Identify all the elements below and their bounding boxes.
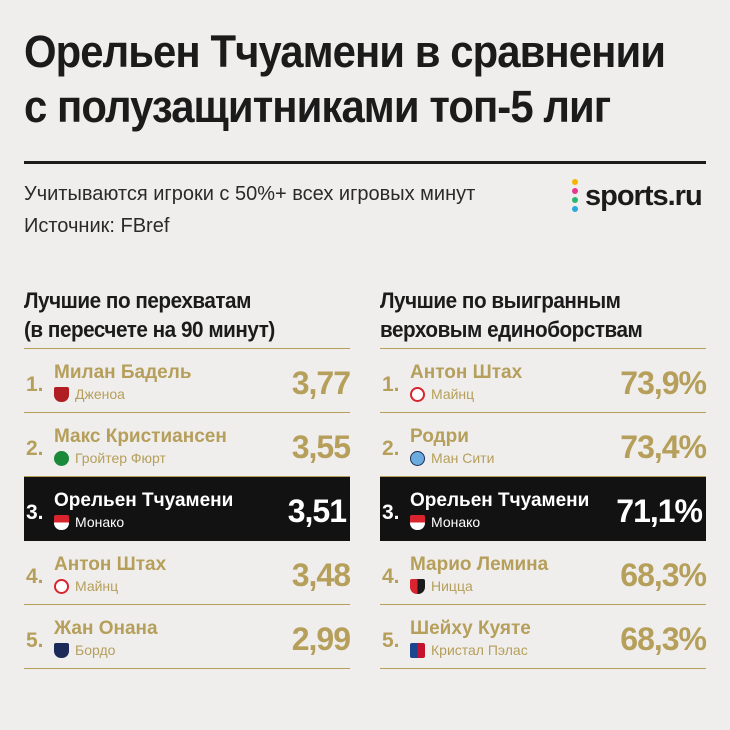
table-row: 1. Милан Бадель Дженоа 3,77 — [24, 349, 351, 413]
rank: 3. — [26, 501, 44, 524]
club: Майнц — [410, 386, 474, 402]
player-name: Орельен Тчуамени — [410, 490, 590, 511]
club: Кристал Пэлас — [410, 642, 528, 658]
club-name: Бордо — [75, 642, 116, 658]
club-name: Монако — [75, 514, 125, 530]
club: Ницца — [410, 578, 473, 594]
subtitle-note: Учитываются игроки с 50%+ всех игровых м… — [24, 183, 476, 205]
player-name: Орельен Тчуамени — [54, 490, 234, 511]
interceptions-title: Лучшие по перехватам (в пересчете на 90 … — [24, 286, 330, 348]
stat-value: 3,48 — [291, 557, 351, 593]
table-row: 4. Марио Лемина Ницца 68,3% — [380, 541, 707, 605]
player-name: Макс Кристиансен — [54, 426, 227, 447]
page-title: Орельен Тчуамени в сравнении с полузащит… — [24, 24, 666, 134]
player-name: Шейху Куяте — [410, 618, 531, 639]
club-name: Дженоа — [75, 386, 125, 402]
rank: 4. — [382, 565, 400, 588]
sports-ru-logo: sports.ru — [572, 178, 703, 214]
rank: 1. — [382, 373, 400, 396]
player-name: Жан Онана — [54, 618, 158, 639]
club: Дженоа — [54, 386, 125, 402]
club-name: Ницца — [431, 578, 473, 594]
stat-value: 3,51 — [287, 493, 347, 529]
monaco-crest-icon — [410, 514, 425, 530]
title-line-2: с полузащитниками топ-5 лиг — [24, 81, 611, 132]
logo-dots-icon — [572, 179, 578, 213]
title-line-1: Орельен Тчуамени в сравнении — [24, 26, 666, 77]
player-name: Антон Штах — [410, 362, 523, 383]
subtitle: Учитываются игроки с 50%+ всех игровых м… — [24, 178, 475, 242]
table-row: 2. Родри Ман Сити 73,4% — [380, 413, 707, 477]
table-row-highlighted: 3. Орельен Тчуамени Монако 3,51 — [24, 477, 350, 541]
man-city-crest-icon — [410, 450, 425, 466]
rank: 2. — [26, 437, 44, 460]
aerial-duels-title-line-1: Лучшие по выигранным — [380, 288, 621, 313]
greuther-furth-clover-icon — [54, 450, 69, 466]
club-name: Майнц — [75, 578, 119, 594]
interceptions-column: Лучшие по перехватам (в пересчете на 90 … — [24, 286, 351, 669]
stat-value: 71,1% — [616, 493, 703, 529]
mainz-crest-icon — [410, 386, 425, 402]
aerial-duels-column: Лучшие по выигранным верховым единоборст… — [380, 286, 707, 669]
monaco-crest-icon — [54, 514, 69, 530]
player-name: Родри — [410, 426, 469, 447]
club-name: Гройтер Фюрт — [75, 450, 166, 466]
interceptions-title-line-1: Лучшие по перехватам — [24, 288, 251, 313]
stat-value: 68,3% — [620, 557, 707, 593]
rank: 1. — [26, 373, 44, 396]
table-row: 5. Шейху Куяте Кристал Пэлас 68,3% — [380, 605, 707, 669]
club: Ман Сити — [410, 450, 494, 466]
bordeaux-crest-icon — [54, 642, 69, 658]
logo-text: sports.ru — [585, 179, 703, 212]
stat-value: 3,77 — [291, 365, 351, 401]
rank: 3. — [382, 501, 400, 524]
column-divider — [380, 348, 706, 349]
table-row: 5. Жан Онана Бордо 2,99 — [24, 605, 351, 669]
club: Гройтер Фюрт — [54, 450, 166, 466]
title-divider — [24, 161, 706, 164]
genoa-crest-icon — [54, 386, 69, 402]
stat-value: 2,99 — [291, 621, 351, 657]
rank: 5. — [26, 629, 44, 652]
stat-value: 73,4% — [620, 429, 707, 465]
stat-value: 73,9% — [620, 365, 707, 401]
table-row-highlighted: 3. Орельен Тчуамени Монако 71,1% — [380, 477, 706, 541]
crystal-palace-crest-icon — [410, 642, 425, 658]
source-note: Источник: FBref — [24, 215, 170, 237]
rank: 2. — [382, 437, 400, 460]
table-row: 2. Макс Кристиансен Гройтер Фюрт 3,55 — [24, 413, 351, 477]
stat-value: 68,3% — [620, 621, 707, 657]
column-divider — [24, 348, 350, 349]
rank: 4. — [26, 565, 44, 588]
mainz-crest-icon — [54, 578, 69, 594]
club: Бордо — [54, 642, 115, 658]
table-row: 4. Антон Штах Майнц 3,48 — [24, 541, 351, 605]
club: Монако — [410, 514, 480, 530]
club-name: Монако — [431, 514, 481, 530]
player-name: Марио Лемина — [410, 554, 549, 575]
club-name: Ман Сити — [431, 450, 495, 466]
club-name: Майнц — [431, 386, 475, 402]
stat-value: 3,55 — [291, 429, 351, 465]
table-row: 1. Антон Штах Майнц 73,9% — [380, 349, 707, 413]
player-name: Антон Штах — [54, 554, 167, 575]
aerial-duels-title-line-2: верховым единоборствам — [380, 317, 643, 342]
interceptions-title-line-2: (в пересчете на 90 минут) — [24, 317, 275, 342]
club: Майнц — [54, 578, 118, 594]
club: Монако — [54, 514, 124, 530]
rank: 5. — [382, 629, 400, 652]
aerial-duels-title: Лучшие по выигранным верховым единоборст… — [380, 286, 686, 348]
club-name: Кристал Пэлас — [431, 642, 528, 658]
nice-crest-icon — [410, 578, 425, 594]
player-name: Милан Бадель — [54, 362, 192, 383]
